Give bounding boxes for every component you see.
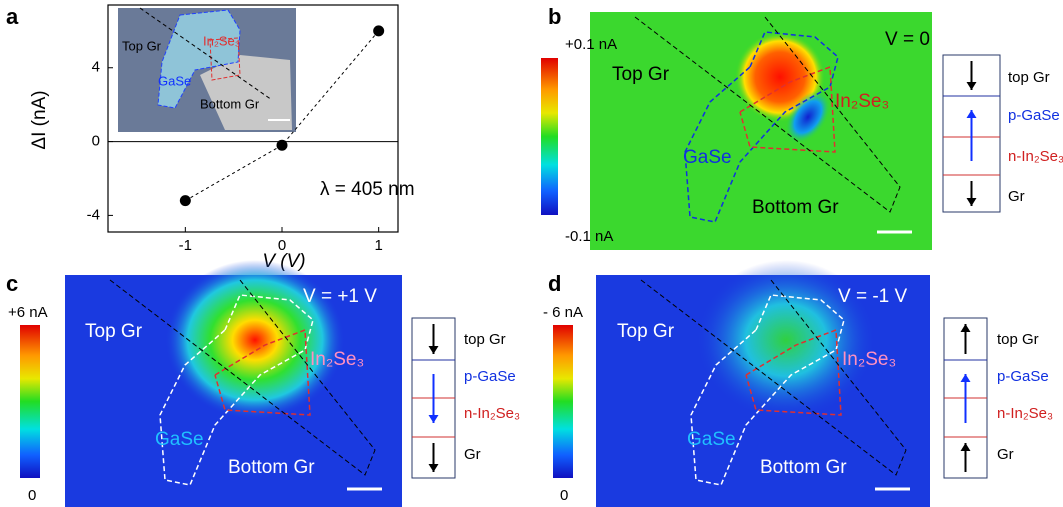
- gase-outline: [690, 294, 845, 486]
- gr-outline: [109, 279, 376, 476]
- stack-label: Gr: [464, 446, 481, 463]
- in2se3-outline: [745, 328, 842, 416]
- y-tick-label: 4: [92, 59, 100, 76]
- hot-spot: [696, 260, 876, 420]
- condition: V = 0: [885, 29, 930, 50]
- hot-spot: [165, 260, 345, 420]
- y-tick-label: -4: [87, 206, 100, 223]
- region-label: In₂Se₃: [835, 91, 889, 112]
- region-label: Bottom Gr: [760, 457, 847, 478]
- inset-label: In₂Se₃: [203, 33, 240, 48]
- data-point: [179, 195, 191, 207]
- data-point: [276, 139, 288, 151]
- colorbar-label: 0: [28, 487, 36, 504]
- gase-outline: [684, 31, 839, 223]
- gr-outline: [640, 279, 907, 476]
- region-label: In₂Se₃: [310, 349, 364, 370]
- cold-spot: [785, 90, 831, 144]
- region-label: Top Gr: [612, 64, 670, 85]
- region-label: GaSe: [687, 429, 736, 450]
- stack-label: top Gr: [997, 331, 1039, 348]
- region-label: Top Gr: [617, 321, 675, 342]
- y-axis-label: ΔI (nA): [29, 90, 50, 149]
- data-point: [373, 25, 385, 37]
- arrow-head: [966, 82, 977, 90]
- arrow-head: [428, 415, 439, 423]
- axes-frame: [107, 4, 399, 233]
- in2se3-outline: [214, 328, 311, 416]
- colorbar: [541, 58, 558, 215]
- panel-label: c: [6, 271, 18, 296]
- stack-label: top Gr: [1008, 69, 1050, 86]
- arrow-head: [960, 324, 971, 332]
- colorbar: [20, 325, 40, 478]
- colorbar-label: -0.1 nA: [565, 228, 613, 245]
- x-tick-label: -1: [179, 237, 192, 254]
- y-tick-label: 0: [92, 133, 100, 150]
- stack-label: top Gr: [464, 331, 506, 348]
- region-label: Top Gr: [85, 321, 143, 342]
- stack-label: p-GaSe: [1008, 107, 1060, 124]
- stack-label: n-In₂Se₃: [1008, 148, 1063, 165]
- arrow-head: [960, 374, 971, 382]
- x-tick-label: 1: [374, 237, 382, 254]
- region-label: GaSe: [155, 429, 204, 450]
- gr-outline: [139, 7, 273, 101]
- region-label: Bottom Gr: [228, 457, 315, 478]
- stack-label: n-In₂Se₃: [464, 405, 520, 422]
- condition: V = +1 V: [303, 286, 377, 307]
- region-label: Bottom Gr: [752, 197, 839, 218]
- stack-label: Gr: [1008, 188, 1025, 205]
- inset-label: GaSe: [158, 73, 191, 88]
- arrow-head: [428, 346, 439, 354]
- stack-label: n-In₂Se₃: [997, 405, 1053, 422]
- inset-label: Bottom Gr: [200, 96, 260, 111]
- gase-outline: [159, 294, 314, 486]
- panel-label: d: [548, 271, 561, 296]
- colorbar-label: 0: [560, 487, 568, 504]
- arrow-head: [966, 110, 977, 118]
- region-label: In₂Se₃: [842, 349, 896, 370]
- arrow-head: [428, 464, 439, 472]
- data-line: [185, 30, 380, 202]
- colorbar: [553, 325, 573, 478]
- panel-label: b: [548, 4, 561, 29]
- stack-label: p-GaSe: [997, 368, 1049, 385]
- stack-label: p-GaSe: [464, 368, 516, 385]
- in2se3-outline: [209, 37, 241, 81]
- inset-label: Top Gr: [122, 38, 162, 53]
- annotation: λ = 405 nm: [320, 179, 415, 200]
- colorbar-label: - 6 nA: [543, 304, 583, 321]
- bottom-gr-flake: [200, 55, 292, 130]
- gr-outline: [634, 16, 901, 213]
- x-tick-label: 0: [278, 237, 286, 254]
- colorbar-label: +6 nA: [8, 304, 48, 321]
- region-label: GaSe: [683, 147, 732, 168]
- colorbar-label: +0.1 nA: [565, 36, 617, 53]
- in2se3-outline: [739, 65, 836, 153]
- stack-label: Gr: [997, 446, 1014, 463]
- arrow-head: [960, 443, 971, 451]
- gase-flake: [157, 9, 241, 109]
- arrow-head: [966, 198, 977, 206]
- panel-label: a: [6, 4, 19, 29]
- condition: V = -1 V: [838, 286, 907, 307]
